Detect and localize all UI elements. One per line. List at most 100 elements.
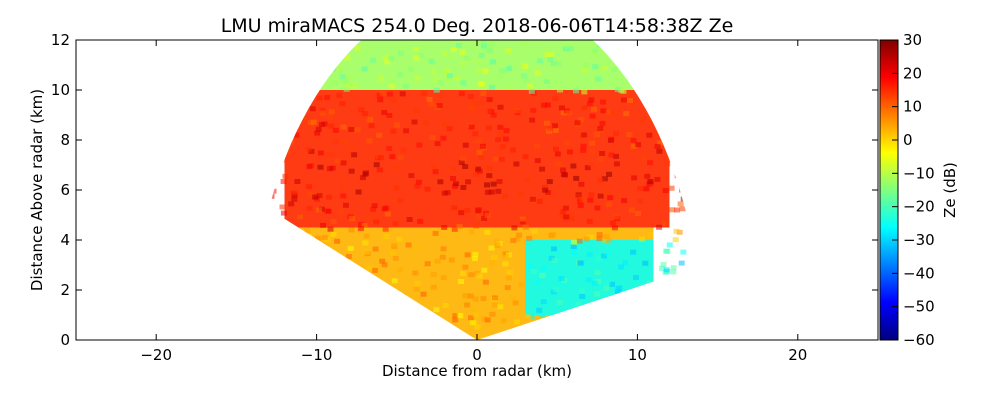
reflectivity-cell xyxy=(514,236,521,242)
reflectivity-cell xyxy=(638,236,645,242)
reflectivity-cell xyxy=(351,152,358,158)
reflectivity-cell xyxy=(317,164,324,170)
reflectivity-cell xyxy=(415,179,422,185)
reflectivity-cell xyxy=(628,207,635,213)
reflectivity-cell xyxy=(591,280,598,286)
reflectivity-cell xyxy=(554,161,561,167)
reflectivity-cell xyxy=(540,299,547,305)
reflectivity-cell xyxy=(339,101,346,107)
reflectivity-cell xyxy=(348,127,355,132)
reflectivity-cell xyxy=(342,79,349,85)
reflectivity-cell xyxy=(488,40,495,46)
reflectivity-cell xyxy=(484,189,491,195)
reflectivity-cell xyxy=(608,136,615,142)
reflectivity-cell xyxy=(340,193,347,199)
y-tick-label: 12 xyxy=(51,31,70,49)
reflectivity-cell xyxy=(526,235,533,241)
reflectivity-cell xyxy=(430,271,437,277)
reflectivity-cell xyxy=(672,237,679,243)
reflectivity-cell xyxy=(575,301,582,307)
reflectivity-cell xyxy=(558,213,565,218)
reflectivity-cell xyxy=(663,248,670,254)
reflectivity-cell xyxy=(434,258,441,264)
reflectivity-cell xyxy=(368,123,375,129)
reflectivity-cell xyxy=(512,300,519,306)
reflectivity-cell xyxy=(498,156,505,162)
reflectivity-cell xyxy=(472,131,479,137)
reflectivity-cell xyxy=(558,105,565,111)
reflectivity-cell xyxy=(397,50,404,56)
reflectivity-cell xyxy=(441,51,448,57)
reflectivity-cell xyxy=(568,216,575,222)
reflectivity-cell xyxy=(530,107,537,113)
reflectivity-cell xyxy=(635,211,641,216)
reflectivity-cell xyxy=(502,261,509,267)
colorbar-tick-label: 10 xyxy=(903,98,922,116)
x-tick-label: 20 xyxy=(788,346,807,364)
reflectivity-cell xyxy=(516,232,523,238)
reflectivity-cell xyxy=(486,97,493,103)
reflectivity-cell xyxy=(430,164,437,170)
reflectivity-cell xyxy=(476,168,483,174)
reflectivity-cell xyxy=(408,173,415,179)
reflectivity-cell xyxy=(279,204,286,210)
reflectivity-cell xyxy=(528,88,535,94)
reflectivity-cell xyxy=(334,158,341,164)
reflectivity-cell xyxy=(480,90,487,96)
reflectivity-cell xyxy=(434,141,441,147)
reflectivity-cell xyxy=(365,118,372,123)
reflectivity-cell xyxy=(505,275,512,281)
reflectivity-cell xyxy=(494,243,501,249)
reflectivity-cell xyxy=(413,286,420,292)
reflectivity-cell xyxy=(603,189,610,195)
reflectivity-cell xyxy=(622,260,629,266)
reflectivity-cell xyxy=(329,80,336,86)
x-tick-label: −10 xyxy=(301,346,333,364)
reflectivity-cell xyxy=(673,228,680,234)
reflectivity-cell xyxy=(524,177,531,183)
reflectivity-cell xyxy=(343,86,350,92)
reflectivity-cell xyxy=(542,184,549,190)
reflectivity-cell xyxy=(488,84,495,90)
reflectivity-cell xyxy=(388,83,395,89)
reflectivity-cell xyxy=(585,277,592,283)
reflectivity-cell xyxy=(457,313,464,319)
reflectivity-cell xyxy=(486,166,493,171)
reflectivity-cell xyxy=(481,316,488,322)
reflectivity-cell xyxy=(605,201,612,207)
reflectivity-cell xyxy=(654,176,661,182)
reflectivity-cell xyxy=(341,137,348,143)
reflectivity-cell xyxy=(553,146,559,152)
reflectivity-cell xyxy=(597,193,604,199)
reflectivity-cell xyxy=(568,211,575,217)
reflectivity-cell xyxy=(598,156,605,162)
reflectivity-cell xyxy=(518,191,525,197)
reflectivity-cell xyxy=(480,43,487,49)
reflectivity-cell xyxy=(539,166,546,172)
reflectivity-cell xyxy=(647,232,653,237)
reflectivity-cell xyxy=(307,191,314,197)
reflectivity-cell xyxy=(387,340,393,345)
reflectivity-cell xyxy=(580,196,587,202)
reflectivity-cell xyxy=(637,198,644,204)
reflectivity-cell xyxy=(641,155,648,161)
colorbar: 30 20 10 0 −10 −20 −30 −40 −50 −60 Ze (dB) xyxy=(879,31,959,349)
reflectivity-cell xyxy=(643,186,650,192)
reflectivity-cell xyxy=(604,109,611,115)
reflectivity-cell xyxy=(623,111,630,117)
reflectivity-cell xyxy=(354,127,361,133)
reflectivity-cell xyxy=(551,246,557,252)
reflectivity-cell xyxy=(601,253,607,259)
reflectivity-cell xyxy=(586,101,593,107)
reflectivity-cell xyxy=(332,127,339,133)
reflectivity-cell xyxy=(502,136,509,142)
reflectivity-cell xyxy=(475,138,482,144)
reflectivity-cell xyxy=(293,132,300,138)
reflectivity-cell xyxy=(593,132,600,138)
reflectivity-cell xyxy=(497,73,504,79)
reflectivity-cell xyxy=(573,175,580,181)
reflectivity-cell xyxy=(609,281,615,287)
reflectivity-cell xyxy=(428,58,435,64)
reflectivity-cell xyxy=(362,171,369,177)
reflectivity-cell xyxy=(601,65,608,71)
